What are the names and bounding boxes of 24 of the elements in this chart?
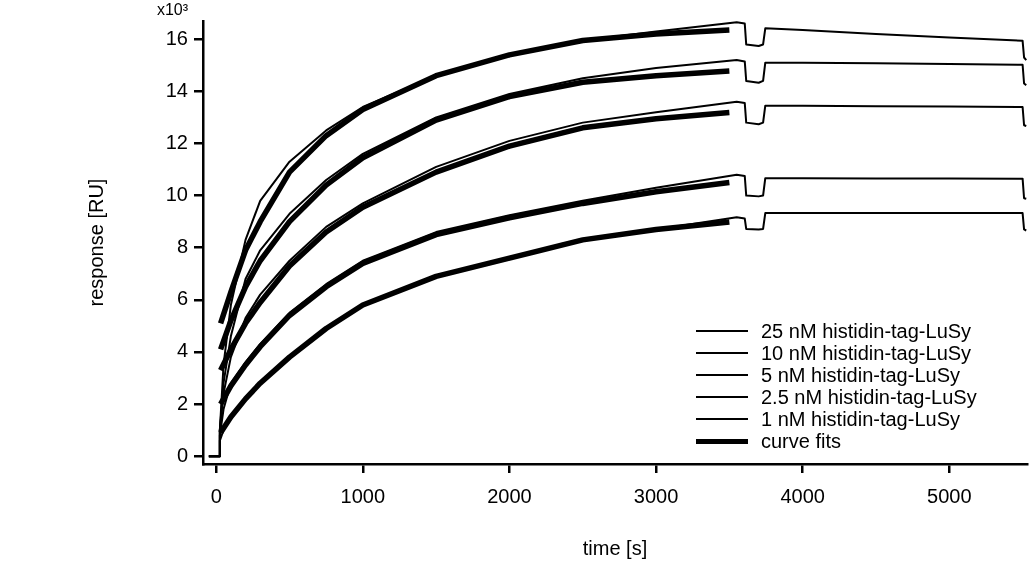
y-tick-label: 16 [165, 26, 188, 49]
x-tick-label: 0 [210, 484, 222, 507]
legend-label: 25 nM histidin-tag-LuSy [761, 320, 972, 342]
legend-label: 5 nM histidin-tag-LuSy [761, 364, 960, 386]
y-tick-label: 8 [176, 235, 188, 258]
y-tick-label: 14 [165, 78, 188, 101]
y-tick-label: 6 [176, 287, 188, 310]
x-tick-label: 2000 [487, 484, 532, 507]
y-tick-label: 4 [176, 339, 188, 362]
legend-label: 10 nM histidin-tag-LuSy [761, 342, 972, 364]
y-tick-label: 0 [176, 443, 188, 466]
legend-label: 2.5 nM histidin-tag-LuSy [761, 386, 977, 408]
y-tick-label: 2 [176, 391, 188, 414]
text: x10³ [156, 1, 189, 19]
x-tick-label: 5000 [927, 484, 972, 507]
y-tick-label: 10 [165, 183, 188, 206]
y-axis-title: response [RU] [84, 178, 107, 307]
x-tick-label: 1000 [340, 484, 386, 507]
x-axis-title: time [s] [582, 536, 648, 559]
x-tick-label: 4000 [780, 484, 825, 507]
legend-label: curve fits [761, 430, 842, 452]
legend-label: 1 nM histidin-tag-LuSy [761, 408, 960, 430]
x-tick-label: 3000 [633, 484, 679, 507]
y-tick-label: 12 [165, 130, 188, 153]
